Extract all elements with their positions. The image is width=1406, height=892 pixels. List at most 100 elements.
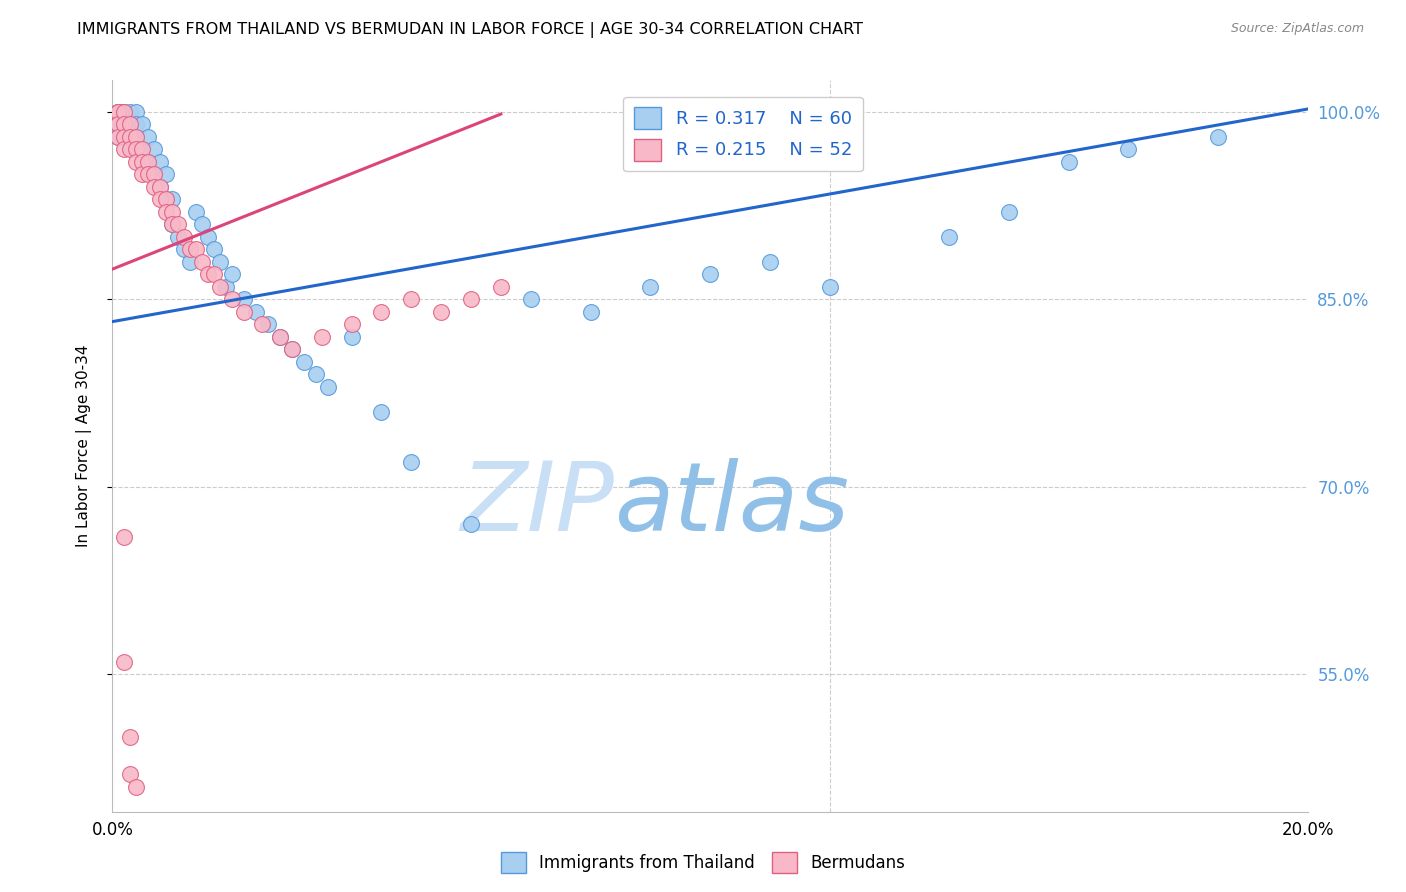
Point [292,354,315,368]
Point [120,129,142,144]
Point [149,179,172,194]
Point [131,142,153,156]
Point [125,780,148,794]
Point [162,204,183,219]
Point [155,167,177,181]
Point [143,179,166,194]
Point [281,342,304,356]
Point [640,279,662,293]
Point [370,404,392,418]
Point [143,167,166,181]
Point [430,304,453,318]
Text: Source: ZipAtlas.com: Source: ZipAtlas.com [1230,22,1364,36]
Point [215,279,238,293]
Point [489,279,512,293]
Point [305,367,328,381]
Point [579,304,602,318]
Point [120,730,142,744]
Point [107,104,129,119]
Point [162,192,183,206]
Point [173,242,195,256]
Point [233,304,256,318]
Point [699,267,721,281]
Point [107,104,129,119]
Point [233,292,256,306]
Point [1206,129,1229,144]
Point [186,204,208,219]
Point [370,304,392,318]
Point [221,267,243,281]
Point [114,142,135,156]
Point [125,117,148,131]
Point [114,129,135,144]
Point [179,242,201,256]
Point [143,142,166,156]
Point [107,104,129,119]
Point [125,129,148,144]
Point [250,317,273,331]
Point [143,167,166,181]
Point [179,254,201,268]
Y-axis label: In Labor Force | Age 30-34: In Labor Force | Age 30-34 [76,344,91,548]
Point [114,104,135,119]
Point [311,329,333,343]
Point [340,317,363,331]
Legend: Immigrants from Thailand, Bermudans: Immigrants from Thailand, Bermudans [495,846,911,880]
Point [125,154,148,169]
Point [149,179,172,194]
Point [245,304,267,318]
Point [149,154,172,169]
Point [138,129,160,144]
Point [191,217,214,231]
Point [316,379,339,393]
Point [120,104,142,119]
Point [460,292,482,306]
Point [155,192,177,206]
Point [114,117,135,131]
Point [209,279,232,293]
Point [125,129,148,144]
Point [191,254,214,268]
Text: IMMIGRANTS FROM THAILAND VS BERMUDAN IN LABOR FORCE | AGE 30-34 CORRELATION CHAR: IMMIGRANTS FROM THAILAND VS BERMUDAN IN … [77,22,863,38]
Point [155,204,177,219]
Text: ZIP: ZIP [461,458,614,551]
Point [998,204,1021,219]
Point [401,455,423,469]
Point [759,254,782,268]
Point [257,317,280,331]
Point [520,292,543,306]
Point [162,217,183,231]
Point [209,254,232,268]
Point [114,530,135,544]
Point [460,517,482,532]
Point [120,129,142,144]
Point [202,267,225,281]
Point [149,192,172,206]
Point [125,104,148,119]
Point [114,104,135,119]
Point [269,329,291,343]
Point [162,217,183,231]
Point [107,117,129,131]
Point [197,267,219,281]
Point [120,142,142,156]
Point [186,242,208,256]
Point [281,342,304,356]
Point [114,117,135,131]
Point [197,229,219,244]
Point [173,229,195,244]
Point [138,167,160,181]
Point [107,129,129,144]
Point [120,767,142,781]
Point [107,117,129,131]
Point [938,229,960,244]
Point [107,104,129,119]
Point [818,279,841,293]
Point [167,217,190,231]
Point [107,104,129,119]
Point [131,154,153,169]
Point [107,129,129,144]
Point [114,104,135,119]
Point [401,292,423,306]
Point [120,117,142,131]
